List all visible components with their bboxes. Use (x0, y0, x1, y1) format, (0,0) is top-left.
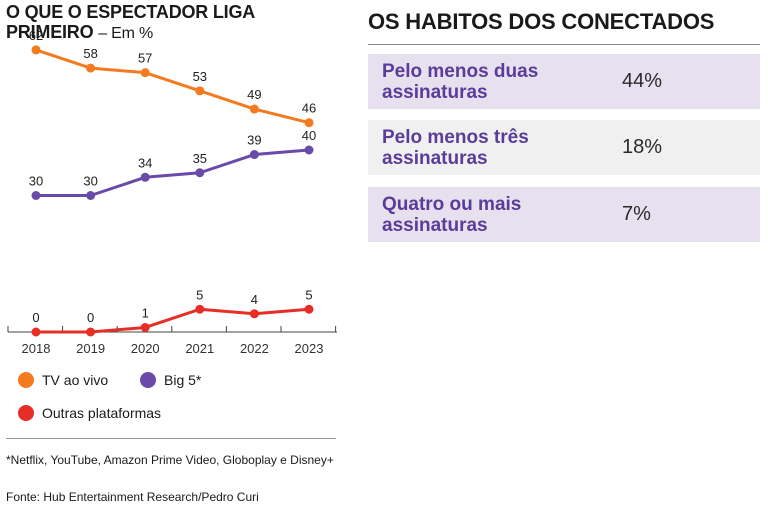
data-point (31, 327, 41, 337)
chart-title-unit: – Em % (98, 25, 154, 42)
data-point (249, 150, 259, 160)
data-label: 58 (83, 46, 97, 61)
x-tick-label: 2021 (185, 341, 214, 356)
panel-title-rule (368, 44, 760, 45)
x-tick-label: 2022 (240, 341, 269, 356)
data-label: 39 (247, 133, 261, 148)
data-label: 30 (29, 174, 43, 189)
data-label: 49 (247, 87, 261, 102)
x-tick-label: 2023 (295, 341, 324, 356)
legend-swatch-outras (18, 405, 34, 421)
data-point (304, 118, 314, 128)
x-tick-label: 2018 (22, 341, 51, 356)
habit-row-duas: Pelo menos duas assinaturas 44% (368, 54, 760, 109)
chart-title: O QUE O ESPECTADOR LIGA PRIMEIRO – Em % (6, 2, 336, 44)
data-point (249, 104, 259, 114)
habit-label: Quatro ou mais assinaturas (382, 193, 522, 236)
data-label: 57 (138, 51, 152, 66)
data-label: 5 (305, 287, 312, 302)
data-label: 40 (302, 128, 316, 143)
legend-swatch-big5 (140, 372, 156, 388)
legend-label-big5: Big 5* (164, 372, 202, 388)
data-label: 30 (83, 174, 97, 189)
data-point (86, 191, 96, 200)
habit-row-quatro: Quatro ou mais assinaturas 7% (368, 187, 760, 242)
habit-value: 18% (622, 136, 663, 158)
habit-row-tres: Pelo menos três assinaturas 18% (368, 120, 760, 175)
data-label: 35 (193, 151, 207, 166)
data-point (304, 304, 314, 314)
x-tick-label: 2019 (76, 341, 105, 356)
legend-item-outras: Outras plataformas (18, 405, 161, 421)
x-tick-label: 2020 (131, 341, 160, 356)
legend-label-outras: Outras plataformas (42, 405, 162, 421)
source-credit: Fonte: Hub Entertainment Research/Pedro … (6, 490, 259, 504)
data-label: 0 (87, 310, 94, 325)
data-label: 53 (193, 69, 207, 84)
data-point (31, 45, 41, 55)
legend-label-tv: TV ao vivo (42, 372, 109, 388)
legend-swatch-tv (18, 372, 34, 388)
data-label: 4 (251, 292, 258, 307)
data-label: 46 (302, 101, 316, 116)
data-label: 1 (142, 305, 149, 320)
series-line-2 (36, 307, 310, 334)
footnote: *Netflix, YouTube, Amazon Prime Video, G… (6, 453, 334, 467)
panel-title: OS HABITOS DOS CONECTADOS (368, 9, 715, 34)
series-line-1 (36, 148, 310, 197)
data-point (140, 68, 150, 78)
chart-title-text: O QUE O ESPECTADOR LIGA PRIMEIRO (6, 2, 255, 42)
data-point (304, 145, 314, 155)
data-point (86, 63, 96, 73)
data-label: 0 (32, 310, 39, 325)
data-label: 62 (29, 28, 43, 43)
data-point (195, 168, 205, 178)
footnote-divider (6, 438, 336, 439)
line-chart: 2018 2019 2020 2021 2022 2023 62 58 57 53 49 46 30 30… (7, 28, 337, 356)
habit-value: 7% (622, 203, 651, 225)
data-point (249, 309, 259, 319)
habit-label: Pelo menos duas assinaturas (382, 60, 539, 103)
data-point (140, 322, 150, 332)
series-line-0 (35, 48, 310, 125)
data-point (31, 191, 41, 200)
habit-value: 44% (622, 70, 663, 92)
legend-item-big5: Big 5* (140, 372, 201, 388)
data-label: 5 (196, 287, 203, 302)
habit-label: Pelo menos três assinaturas (382, 126, 529, 169)
data-point (86, 327, 96, 337)
legend-item-tv: TV ao vivo (18, 372, 108, 388)
data-point (195, 304, 205, 314)
data-point (140, 172, 150, 182)
data-label: 34 (138, 155, 152, 170)
data-point (195, 86, 205, 96)
